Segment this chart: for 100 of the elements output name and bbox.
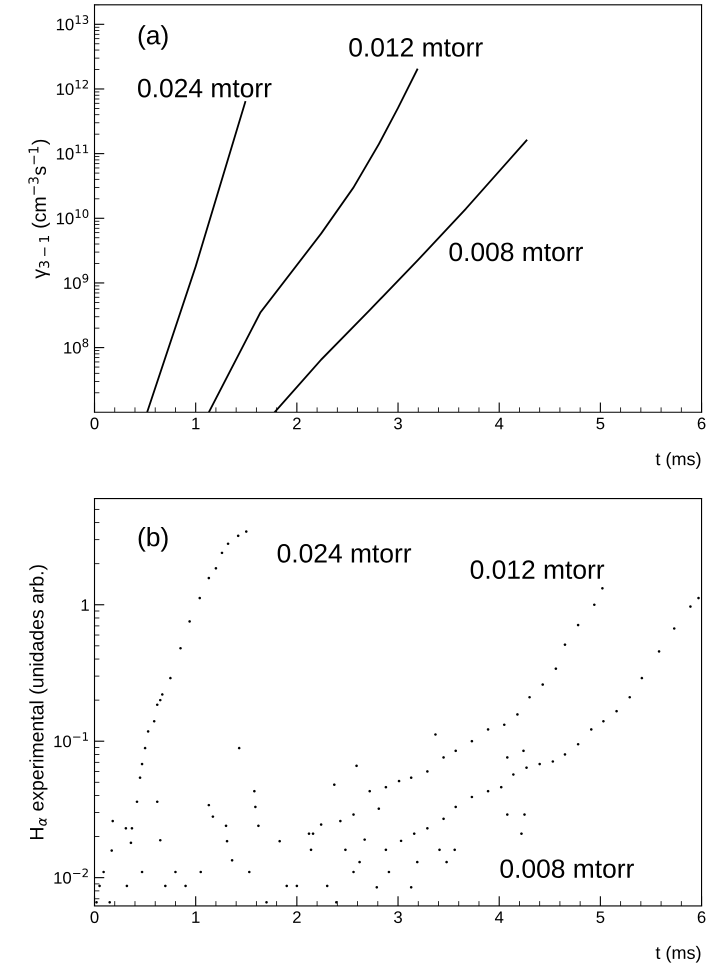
point [445,860,448,864]
point [434,733,437,736]
point [344,848,347,852]
point [442,817,445,820]
y-tick-label: 10$^{9}$ [64,274,88,290]
point [520,832,523,835]
point [230,859,234,862]
point [174,870,177,874]
point [378,807,380,810]
point [308,832,310,835]
point [410,776,412,780]
point [658,650,660,653]
point [257,824,260,828]
point [320,823,322,826]
point [108,900,111,904]
x-tick-label: 0 [90,911,98,924]
point [352,870,355,874]
point [111,820,114,822]
point [525,766,528,769]
point [384,848,388,852]
point [124,826,128,830]
point [672,627,676,630]
series-label: 0.012 mtorr [349,38,483,57]
point [156,703,159,706]
point [199,870,202,874]
point [640,676,644,680]
point [152,720,156,723]
point [138,776,142,780]
point [226,542,230,546]
point [615,710,618,712]
series-label: 0.024 mtorr [138,78,272,98]
point [697,596,700,600]
point [593,603,596,606]
y-tick-label: 10$^{12}$ [56,80,88,96]
point [226,840,228,842]
point [140,762,144,766]
y-tick-label: 10$^{13}$ [56,15,88,30]
point [198,596,202,600]
point [352,813,355,816]
point [184,884,187,888]
point [541,683,544,686]
y-tick-label: 10$^{8}$ [64,338,88,354]
point [523,813,526,816]
y-tick-label: 10$^{−2}$ [54,868,88,884]
point [398,780,400,782]
x-axis-title: t (ms) [656,452,700,469]
point [426,826,429,830]
point [136,800,138,804]
point [169,676,172,680]
series-label: 0.008 mtorr [449,242,583,262]
series-label: 0.024 mtorr [278,544,412,563]
point [454,806,457,808]
point [363,838,366,841]
point [552,760,554,763]
point [454,750,457,752]
point [564,753,566,756]
point [254,806,257,808]
point [486,728,490,731]
point [236,534,240,538]
y-tick-label: 1 [82,599,89,611]
point [102,870,105,874]
point [224,824,228,828]
point [410,886,412,889]
point [470,740,474,743]
point [130,842,132,844]
point [332,783,336,786]
point [576,624,580,626]
x-tick-label: 3 [394,911,402,924]
point [576,742,580,746]
x-tick-label: 2 [293,418,301,430]
point [564,643,566,646]
x-tick-label: 6 [698,911,706,924]
x-tick-label: 4 [494,911,504,923]
point [208,576,210,580]
point [110,849,114,852]
point [375,886,378,889]
point [156,800,159,804]
point [506,813,509,816]
point [426,770,429,773]
point [220,552,224,554]
y-tick-label: 10$^{11}$ [56,144,88,160]
y-tick-label: 10$^{−1}$ [54,732,88,748]
point [412,832,416,835]
point [522,750,525,752]
point [326,884,329,888]
point [355,764,358,768]
point [601,587,604,590]
point [310,848,312,852]
point [438,848,441,852]
x-tick-label: 5 [596,911,604,924]
point [208,804,210,806]
point [590,728,593,731]
x-tick-label: 2 [293,911,301,923]
point [442,756,445,759]
x-tick-label: 1 [192,418,200,430]
point [214,567,218,570]
point [516,713,519,716]
point [144,746,146,750]
point [486,790,490,793]
point [384,786,388,789]
